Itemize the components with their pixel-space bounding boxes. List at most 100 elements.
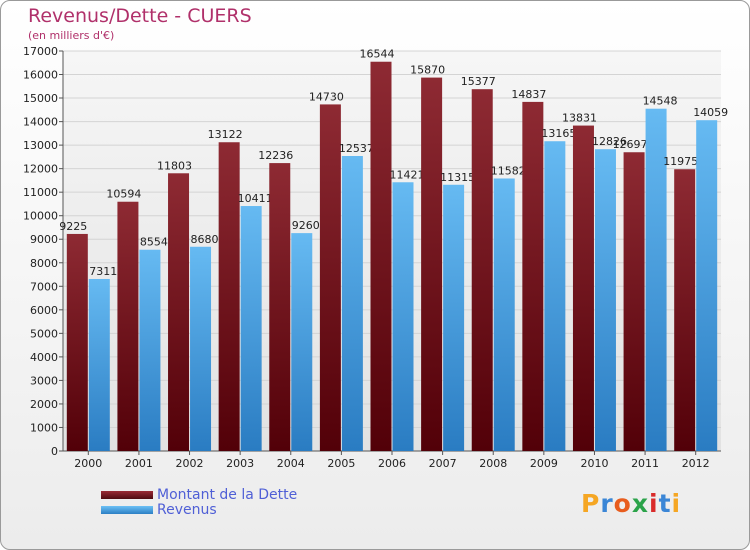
y-tick-label: 9000: [30, 233, 58, 246]
bar-revenus: [190, 246, 212, 451]
data-label-revenus: 8680: [191, 233, 219, 246]
data-label-dette: 10594: [106, 188, 141, 201]
data-label-dette: 13122: [208, 128, 243, 141]
bar-revenus: [88, 278, 110, 451]
legend-swatch-dette: [101, 490, 153, 499]
legend-item-revenus: Revenus: [101, 501, 297, 518]
y-tick-label: 10000: [23, 210, 58, 223]
y-tick-label: 7000: [30, 280, 58, 293]
x-tick-label: 2008: [479, 457, 507, 470]
y-tick-label: 5000: [30, 327, 58, 340]
x-tick-label: 2006: [378, 457, 406, 470]
bar-revenus: [139, 249, 161, 451]
data-label-revenus: 12826: [592, 135, 627, 148]
chart-legend: Montant de la Dette Revenus: [101, 486, 298, 518]
data-label-revenus: 9260: [292, 219, 320, 232]
bar-dette: [168, 173, 190, 451]
legend-item-dette: Montant de la Dette: [101, 486, 298, 503]
chart-subtitle: (en milliers d'€): [28, 29, 115, 42]
legend-swatch-revenus: [101, 505, 153, 514]
data-label-dette: 12236: [258, 149, 293, 162]
y-tick-label: 6000: [30, 304, 58, 317]
bar-dette: [471, 89, 493, 451]
data-label-revenus: 13165: [541, 127, 576, 140]
data-label-dette: 15377: [461, 75, 496, 88]
bar-dette: [319, 104, 341, 451]
bar-dette: [572, 125, 594, 452]
data-label-dette: 9225: [59, 220, 87, 233]
bar-dette: [421, 77, 443, 452]
data-label-dette: 13831: [562, 112, 597, 125]
data-label-dette: 11803: [157, 159, 192, 172]
logo-letter: P: [581, 489, 601, 518]
data-label-dette: 11975: [663, 155, 698, 168]
bar-dette: [623, 152, 645, 451]
bar-revenus: [392, 182, 414, 452]
plot-area: [63, 51, 721, 451]
y-tick-label: 0: [51, 445, 58, 458]
data-label-revenus: 11582: [491, 164, 526, 177]
bar-revenus: [493, 178, 515, 451]
data-label-dette: 12697: [613, 138, 648, 151]
x-tick-label: 2003: [226, 457, 254, 470]
x-tick-label: 2011: [631, 457, 659, 470]
bar-revenus: [291, 233, 313, 451]
y-tick-label: 8000: [30, 257, 58, 270]
x-tick-label: 2002: [176, 457, 204, 470]
data-label-revenus: 14059: [693, 106, 728, 119]
bar-revenus: [645, 108, 667, 451]
bar-revenus: [594, 149, 616, 451]
x-tick-label: 2012: [682, 457, 710, 470]
bar-revenus: [443, 184, 465, 451]
logo-letter: i: [649, 489, 659, 518]
data-label-revenus: 10411: [238, 192, 273, 205]
proxiti-logo: Proxiti: [581, 489, 681, 518]
logo-letter: r: [600, 489, 614, 518]
y-tick-label: 16000: [23, 69, 58, 82]
bar-dette: [218, 142, 240, 451]
bar-dette: [674, 169, 696, 451]
y-tick-label: 13000: [23, 139, 58, 152]
x-tick-label: 2010: [580, 457, 608, 470]
bar-dette: [66, 233, 88, 451]
logo-letter: x: [631, 489, 649, 518]
bar-dette: [117, 201, 139, 451]
logo-letter: t: [658, 489, 672, 518]
x-tick-label: 2009: [530, 457, 558, 470]
y-tick-label: 17000: [23, 45, 58, 58]
data-label-dette: 14730: [309, 90, 344, 103]
data-label-dette: 16544: [360, 48, 395, 61]
y-tick-label: 11000: [23, 186, 58, 199]
data-label-revenus: 7311: [89, 265, 117, 278]
y-tick-label: 3000: [30, 374, 58, 387]
logo-letter: o: [613, 489, 632, 518]
data-label-revenus: 12537: [339, 142, 374, 155]
data-label-revenus: 11421: [390, 168, 425, 181]
bar-dette: [269, 163, 291, 451]
x-tick-label: 2004: [277, 457, 305, 470]
x-tick-label: 2005: [327, 457, 355, 470]
bar-revenus: [544, 141, 566, 451]
x-tick-label: 2007: [429, 457, 457, 470]
legend-label-dette: Montant de la Dette: [157, 486, 298, 503]
data-label-revenus: 8554: [140, 236, 168, 249]
data-label-revenus: 11315: [440, 171, 475, 184]
bar-dette: [522, 101, 544, 452]
bar-revenus: [240, 206, 262, 451]
data-label-dette: 15870: [410, 64, 445, 77]
logo-letter: i: [671, 489, 682, 518]
chart-title: Revenus/Dette - CUERS: [28, 5, 252, 27]
legend-label-revenus: Revenus: [157, 501, 217, 518]
bar-chart: 0 1000 2000 3000 4000 5000 6000 7000 8000 9000 100…: [23, 45, 728, 470]
y-tick-label: 1000: [30, 421, 58, 434]
y-tick-label: 14000: [23, 116, 58, 129]
bar-dette: [370, 61, 392, 452]
y-tick-label: 15000: [23, 92, 58, 105]
y-tick-label: 2000: [30, 398, 58, 411]
bar-revenus: [341, 156, 363, 451]
data-label-revenus: 14548: [643, 95, 678, 108]
x-tick-label: 2000: [74, 457, 102, 470]
data-label-dette: 14837: [511, 88, 546, 101]
y-tick-label: 12000: [23, 163, 58, 176]
